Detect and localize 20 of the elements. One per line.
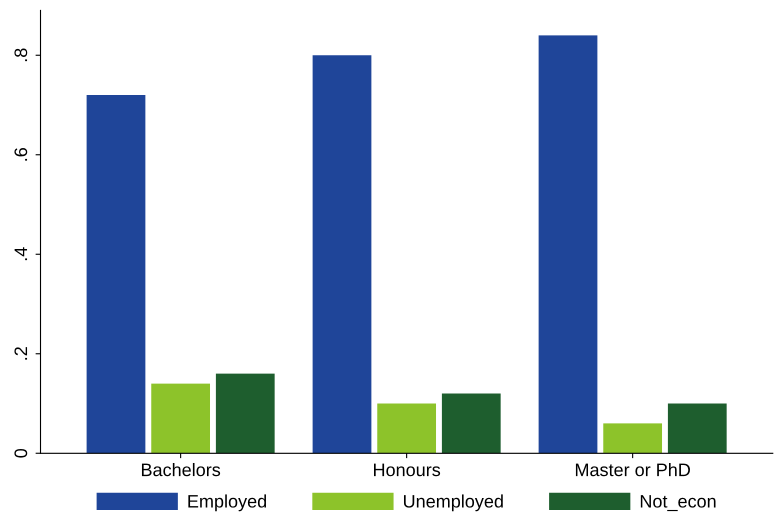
bar [603,423,662,454]
bar [86,95,146,454]
y-tick-label: 0 [14,448,28,458]
legend-label: Employed [188,494,266,512]
bar [442,394,501,454]
bar [151,384,210,454]
legend-label: Not_econ [640,495,716,512]
bar [377,404,436,454]
x-tick-label: Master or PhD [576,462,690,476]
x-tick-label: Bachelors [142,462,220,476]
legend-label: Unemployed [404,494,503,512]
bar [538,35,598,454]
y-tick-label: .8 [14,48,28,62]
x-tick-label: Honours [374,464,440,476]
y-tick-label: .2 [14,347,28,360]
bar [312,55,372,454]
y-tick-label: .6 [14,148,28,161]
y-tick-label: .4 [14,247,28,260]
bar [216,374,275,454]
bar [668,404,727,454]
